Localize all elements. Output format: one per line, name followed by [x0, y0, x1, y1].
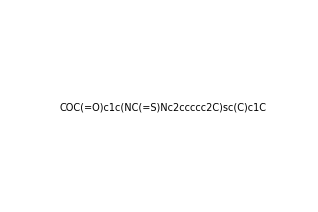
Text: COC(=O)c1c(NC(=S)Nc2ccccc2C)sc(C)c1C: COC(=O)c1c(NC(=S)Nc2ccccc2C)sc(C)c1C [59, 102, 266, 112]
